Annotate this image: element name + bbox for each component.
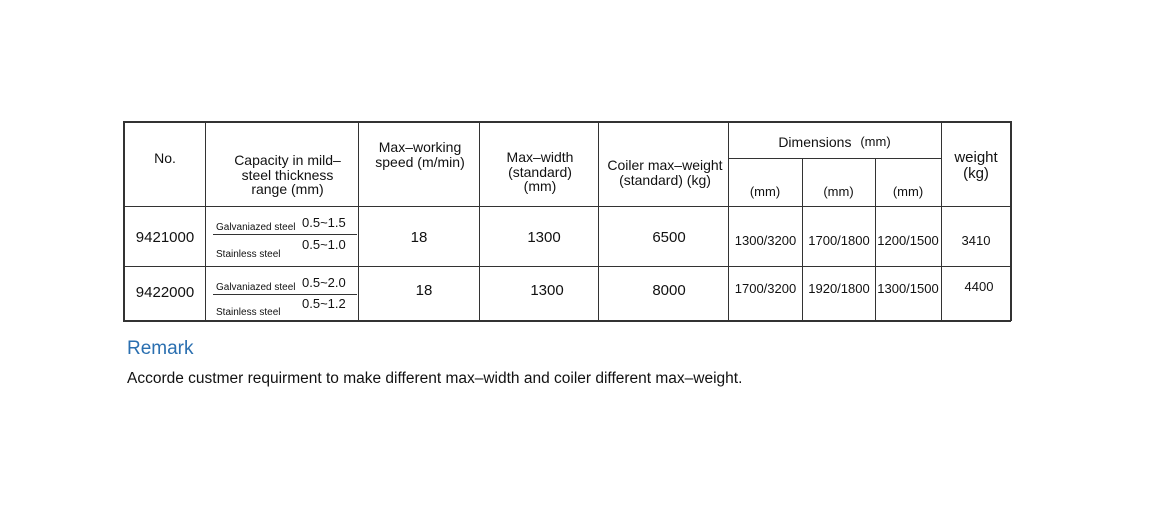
stainless-label: Stainless steel (216, 307, 281, 318)
cell-weight: 4400 (964, 279, 994, 295)
stainless-range: 0.5~1.0 (302, 237, 346, 252)
dim-sub-3: (mm) (892, 184, 924, 200)
remark-text: Accorde custmer requirment to make diffe… (127, 370, 743, 387)
header-no: No. (154, 149, 176, 166)
cell-coiler: 8000 (652, 282, 686, 300)
cell-width: 1300 (530, 282, 564, 300)
cell-dim-3: 1200/1500 (877, 233, 939, 249)
header-capacity: Capacity in mild–steel thickness range (… (234, 151, 341, 198)
galv-range: 0.5~2.0 (302, 275, 346, 290)
dim-sub-1: (mm) (749, 184, 781, 200)
cell-dim-2: 1700/1800 (808, 233, 870, 249)
stainless-range: 0.5~1.2 (302, 296, 346, 311)
cell-dim-3: 1300/1500 (877, 281, 939, 297)
cell-speed: 18 (415, 282, 433, 300)
cell-width: 1300 (527, 229, 561, 247)
cell-dim-2: 1920/1800 (808, 281, 870, 297)
header-coiler: Coiler max–weight (standard) (kg) (607, 157, 723, 188)
cell-dim-1: 1300/3200 (734, 233, 797, 249)
header-width: Max–width (standard) (mm) (506, 149, 574, 195)
dimensions-label: Dimensions (778, 133, 852, 150)
cell-no: 9421000 (135, 229, 195, 247)
dimensions-unit: (mm) (860, 134, 891, 150)
cell-weight: 3410 (961, 233, 991, 249)
cell-speed: 18 (410, 229, 428, 247)
galv-label: Galvaniazed steel (216, 222, 296, 233)
dim-sub-2: (mm) (823, 184, 854, 200)
stainless-label: Stainless steel (216, 249, 281, 260)
header-speed: Max–working speed (m/min) (375, 139, 465, 170)
galv-label: Galvaniazed steel (216, 282, 296, 293)
galv-range: 0.5~1.5 (302, 215, 346, 230)
header-weight: weight (kg) (954, 149, 998, 182)
header-dimensions: Dimensions (mm) (728, 130, 941, 154)
cell-no: 9422000 (135, 284, 195, 302)
cell-dim-1: 1700/3200 (734, 281, 797, 297)
cell-coiler: 6500 (652, 229, 686, 247)
remark-title: Remark (127, 338, 194, 359)
